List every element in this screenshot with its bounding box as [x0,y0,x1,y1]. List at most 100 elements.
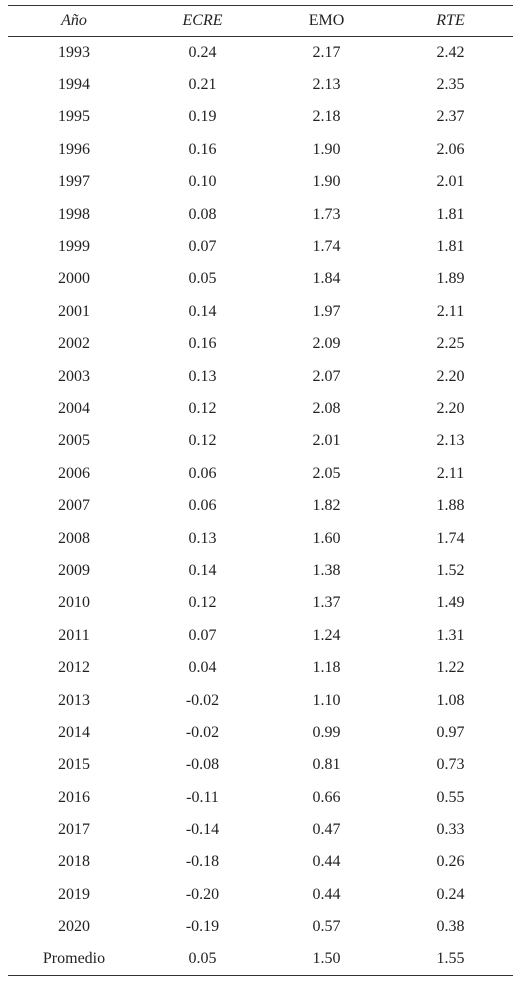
cell: 1.73 [312,205,341,223]
table-row: 2012 0.04 1.18 1.22 [8,652,513,684]
table-row: 1993 0.24 2.17 2.42 [8,37,513,69]
table-row: 2001 0.14 1.97 2.11 [8,296,513,328]
row-label: 2009 [58,561,90,579]
cell: 2.11 [436,464,465,482]
row-label: 2012 [58,659,90,677]
cell: 0.04 [188,659,217,677]
cell: -0.11 [186,788,219,806]
cell: 2.20 [436,367,465,385]
cell: 0.13 [188,529,217,547]
row-label: 2020 [58,918,90,936]
cell: 0.97 [436,723,465,741]
cell: 0.08 [188,205,217,223]
cell: 0.16 [188,335,217,353]
row-label: 1999 [58,238,90,256]
cell: 1.82 [312,497,341,515]
header-cell: RTE [436,12,465,29]
cell: 0.14 [188,302,217,320]
cell: 2.42 [436,43,465,61]
cell: 1.90 [312,173,341,191]
cell: 1.74 [312,238,341,256]
cell: 1.18 [312,659,341,677]
row-label: 2003 [58,367,90,385]
header-cell: ECRE [182,12,223,29]
table-row: 1998 0.08 1.73 1.81 [8,198,513,230]
cell: -0.18 [185,853,220,871]
row-label: 1998 [58,205,90,223]
cell: 0.26 [436,853,465,871]
row-label: 2001 [58,302,90,320]
cell: 0.57 [312,918,341,936]
cell: 0.55 [436,788,465,806]
cell: 0.05 [188,950,217,968]
cell: 0.14 [188,561,217,579]
row-label: 2005 [58,432,90,450]
table-row: Promedio 0.05 1.50 1.55 [8,943,513,976]
cell: 2.01 [312,432,341,450]
row-label: 2015 [58,756,90,774]
cell: 2.37 [436,108,465,126]
table-row: 1999 0.07 1.74 1.81 [8,231,513,263]
cell: 0.73 [436,756,465,774]
cell: 0.07 [188,626,217,644]
row-label: Promedio [42,950,106,968]
header-row: Año ECRE EMO RTE [8,5,513,37]
table-row: 2009 0.14 1.38 1.52 [8,555,513,587]
cell: 0.12 [188,432,217,450]
cell: 0.44 [312,885,341,903]
cell: -0.08 [185,756,220,774]
cell: 1.24 [312,626,341,644]
cell: 2.35 [436,76,465,94]
row-label: 2019 [58,885,90,903]
cell: 1.50 [312,950,341,968]
cell: 1.10 [312,691,341,709]
cell: 1.49 [436,594,465,612]
cell: 1.22 [436,659,465,677]
cell: 0.66 [312,788,341,806]
cell: 2.06 [436,140,465,158]
cell: 1.81 [436,205,465,223]
table-row: 2007 0.06 1.82 1.88 [8,490,513,522]
row-label: 2017 [58,821,90,839]
cell: 2.18 [312,108,341,126]
cell: 0.13 [188,367,217,385]
cell: 2.20 [436,399,465,417]
cell: 1.89 [436,270,465,288]
cell: 1.88 [436,497,465,515]
table-row: 1997 0.10 1.90 2.01 [8,166,513,198]
table-row: 2002 0.16 2.09 2.25 [8,328,513,360]
cell: -0.20 [185,885,220,903]
table-row: 2008 0.13 1.60 1.74 [8,522,513,554]
cell: 1.37 [312,594,341,612]
cell: 2.13 [436,432,465,450]
row-label: 1997 [58,173,90,191]
row-label: 1993 [58,43,90,61]
cell: 1.38 [312,561,341,579]
table-header: Año ECRE EMO RTE [8,5,513,37]
cell: 0.19 [188,108,217,126]
cell: 0.21 [188,76,217,94]
cell: 0.24 [188,43,217,61]
row-label: 2006 [58,464,90,482]
cell: 0.99 [312,723,341,741]
cell: 1.08 [436,691,465,709]
row-label: 2008 [58,529,90,547]
cell: 1.52 [436,561,465,579]
table-body: 1993 0.24 2.17 2.42 1994 0.21 2.13 2.35 1995 0.19… [8,37,513,976]
row-label: 2016 [58,788,90,806]
row-label: 2013 [58,691,90,709]
cell: -0.02 [185,691,220,709]
table-row: 2005 0.12 2.01 2.13 [8,425,513,457]
cell: -0.19 [185,918,220,936]
cell: 0.05 [188,270,217,288]
table-row: 2020 -0.19 0.57 0.38 [8,911,513,943]
row-label: 2002 [58,335,90,353]
row-label: 2004 [58,399,90,417]
cell: 2.13 [312,76,341,94]
data-table: Año ECRE EMO RTE 1993 0.24 2.17 2.42 1994 0.2… [8,5,513,976]
row-label: 2011 [58,626,90,644]
row-label: 2014 [58,723,90,741]
cell: 0.10 [188,173,217,191]
table-row: 2014 -0.02 0.99 0.97 [8,717,513,749]
